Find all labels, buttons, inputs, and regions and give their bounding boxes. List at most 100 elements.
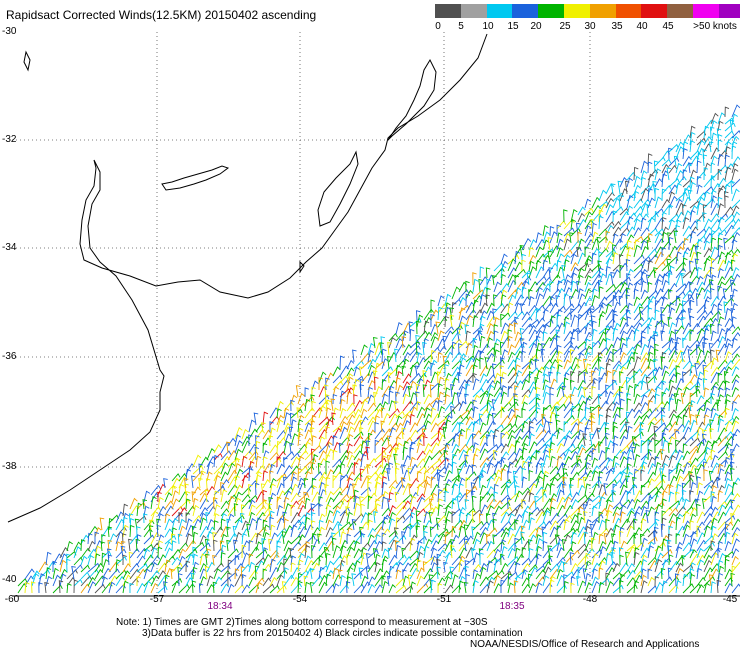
wind-barb — [358, 427, 364, 440]
wind-barb — [710, 202, 720, 216]
wind-barb — [654, 178, 663, 188]
wind-barb — [577, 543, 587, 552]
wind-barb — [59, 573, 67, 587]
wind-barb — [584, 281, 592, 293]
wind-barb — [570, 582, 575, 594]
wind-barb — [675, 182, 682, 195]
wind-barb — [618, 391, 624, 405]
wind-barb — [668, 337, 675, 349]
wind-barb — [696, 160, 702, 174]
wind-barb — [213, 520, 219, 531]
wind-barb — [619, 573, 626, 587]
wind-barb — [696, 490, 704, 503]
wind-barb — [402, 525, 411, 538]
wind-barb — [325, 460, 330, 474]
wind-barb — [149, 519, 154, 531]
wind-barb — [486, 485, 495, 496]
wind-barb — [346, 410, 356, 419]
wind-barb — [304, 567, 314, 580]
wind-barb — [521, 259, 526, 272]
wind-barb — [325, 569, 334, 580]
wind-barb — [619, 398, 625, 412]
wind-barb — [703, 387, 710, 398]
wind-barb — [444, 518, 451, 531]
wind-barb — [486, 505, 495, 517]
wind-barb — [569, 232, 574, 244]
wind-barb — [401, 547, 406, 559]
wind-barb — [318, 371, 327, 384]
wind-barb — [409, 495, 417, 510]
wind-barb — [345, 581, 351, 594]
wind-barb — [507, 443, 516, 454]
wind-barb — [87, 540, 96, 552]
wind-barb — [352, 384, 357, 398]
wind-barb — [717, 414, 724, 426]
wind-barb — [731, 288, 738, 300]
wind-barb — [675, 483, 682, 496]
wind-barb — [381, 378, 387, 391]
wind-barb — [514, 440, 520, 454]
wind-barb — [199, 553, 206, 566]
wind-barb — [409, 364, 417, 377]
wind-barb — [710, 462, 720, 475]
wind-barb — [192, 566, 198, 580]
wind-barb — [710, 490, 716, 503]
wind-barb — [619, 366, 627, 377]
wind-barb — [703, 469, 708, 482]
wind-barb — [689, 381, 701, 391]
wind-barb — [689, 513, 697, 524]
wind-barb — [605, 248, 617, 258]
wind-barb — [591, 553, 599, 566]
wind-barb — [598, 377, 603, 391]
wind-barb — [688, 162, 693, 174]
wind-barb — [549, 493, 558, 503]
wind-barb — [262, 568, 268, 580]
wind-barb — [73, 564, 83, 573]
wind-barb — [493, 548, 501, 559]
wind-barb — [318, 421, 330, 433]
wind-barb — [416, 450, 426, 461]
wind-barb — [423, 443, 432, 454]
wind-barb — [591, 231, 599, 244]
wind-barb — [640, 160, 648, 174]
latitude-label: -38 — [2, 461, 17, 472]
wind-barb — [577, 444, 586, 454]
wind-barb — [325, 441, 333, 454]
wind-barb — [556, 305, 566, 314]
wind-barb — [626, 384, 634, 398]
wind-barb — [710, 274, 717, 286]
wind-barb — [381, 437, 390, 447]
wind-barb — [570, 520, 579, 531]
wind-barb — [423, 331, 432, 342]
wind-barb — [205, 512, 210, 524]
wind-barb — [591, 562, 600, 573]
wind-barb — [367, 364, 375, 377]
wind-barb — [226, 526, 231, 538]
wind-barb — [213, 444, 222, 454]
wind-barb — [556, 247, 564, 258]
wind-barb — [681, 310, 686, 321]
wind-barb — [647, 161, 653, 174]
wind-barb — [381, 393, 389, 405]
wind-barb — [724, 431, 734, 440]
wind-barb — [591, 252, 597, 265]
wind-barb — [645, 510, 651, 524]
wind-barb — [213, 504, 221, 517]
wind-barb — [549, 526, 558, 538]
wind-barb — [310, 420, 316, 433]
wind-barb — [24, 568, 35, 580]
wind-barb — [472, 315, 479, 328]
wind-barb — [513, 580, 519, 594]
wind-barb — [486, 399, 492, 412]
wind-barb — [626, 543, 637, 552]
wind-barb — [605, 283, 616, 293]
wind-barb — [584, 525, 591, 538]
wind-barb — [619, 342, 627, 356]
wind-barb — [612, 301, 621, 314]
wind-barb — [472, 406, 479, 419]
wind-barb — [444, 547, 456, 559]
wind-barb — [213, 470, 222, 482]
wind-barb — [428, 498, 434, 510]
wind-barb — [304, 398, 311, 412]
wind-barb — [661, 163, 670, 174]
